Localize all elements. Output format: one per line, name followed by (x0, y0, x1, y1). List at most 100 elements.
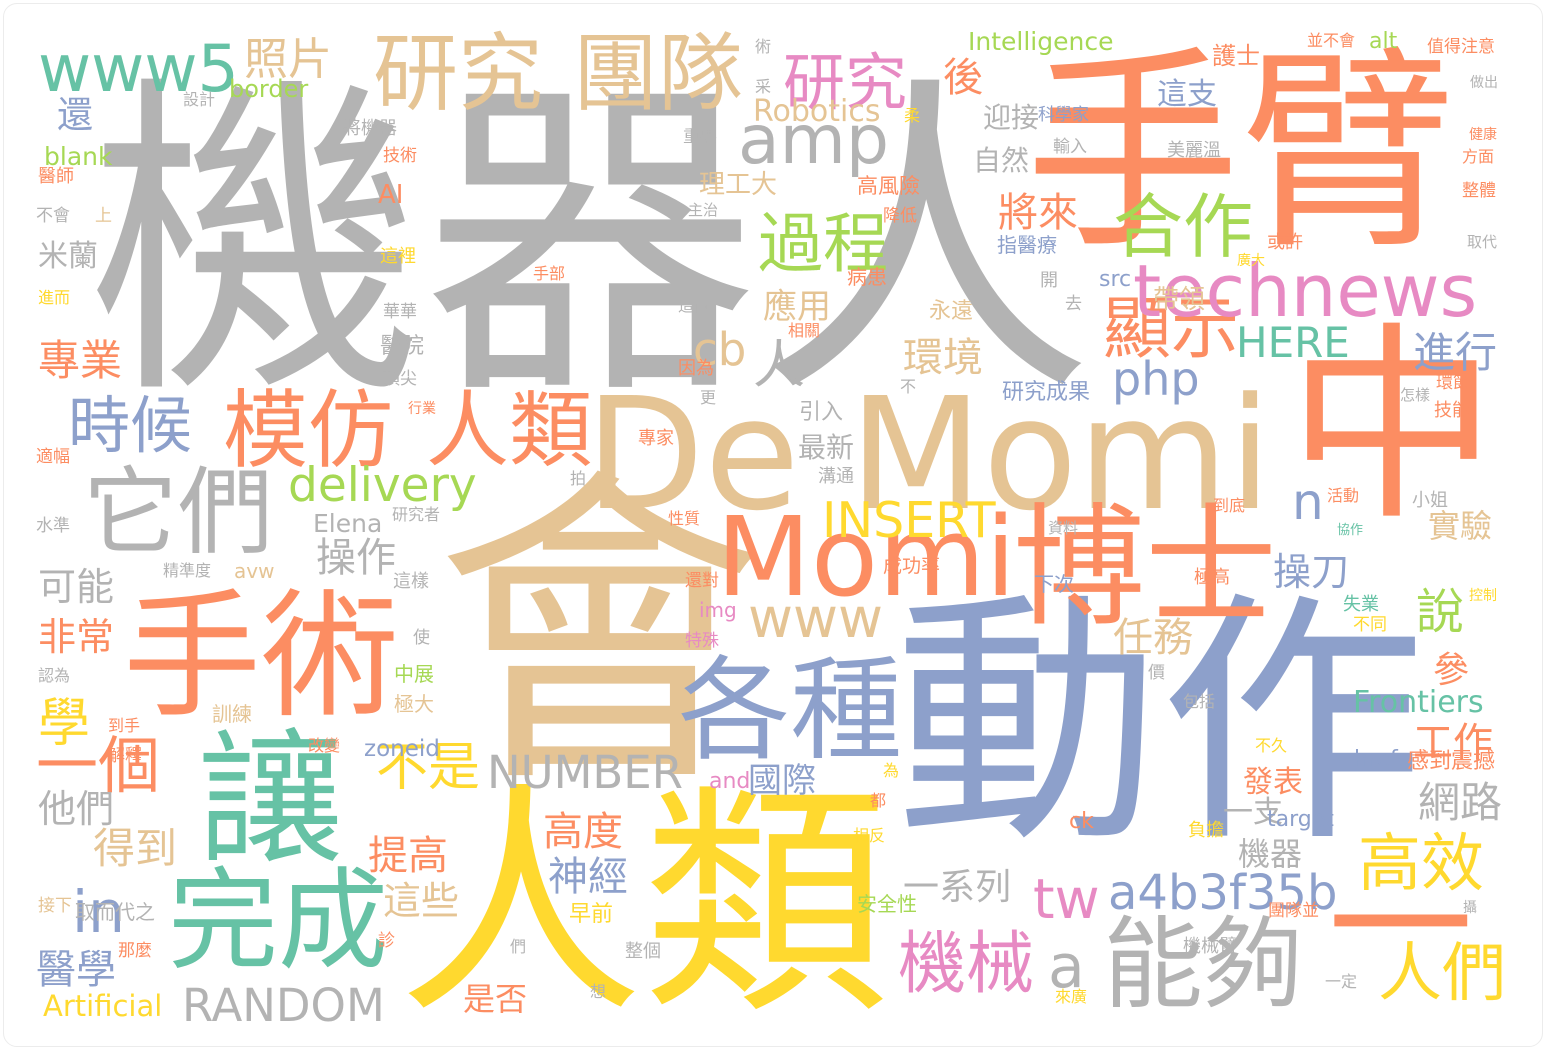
cloud-word: and (709, 769, 751, 794)
cloud-word: 實驗 (1428, 507, 1493, 545)
cloud-word: Frontiers (1353, 685, 1484, 720)
cloud-word: 完成 (168, 857, 388, 985)
cloud-word: 高風險 (857, 174, 920, 198)
cloud-word: 理工大 (699, 170, 778, 200)
cloud-word: 主治 (688, 201, 719, 219)
cloud-word: 非常 (38, 615, 115, 659)
cloud-word: 去 (1065, 294, 1082, 314)
cloud-word: 時候 (68, 389, 193, 462)
cloud-word: 過程 (758, 207, 889, 282)
cloud-word: 為 (883, 761, 900, 780)
cloud-word: 照片 (244, 34, 332, 85)
cloud-word: 早前 (569, 902, 614, 927)
cloud-word: 人們 (1378, 937, 1506, 1011)
cloud-word: 並不會 (1307, 31, 1356, 50)
cloud-word: 包括 (1183, 692, 1216, 711)
cloud-word: delivery (288, 458, 477, 513)
cloud-word: 國際 (748, 761, 816, 801)
cloud-word: 或許 (1267, 232, 1303, 253)
cloud-word: zoneid (364, 736, 440, 762)
cloud-word: 小姐 (1412, 490, 1448, 511)
cloud-word: 一定 (1325, 972, 1358, 991)
cloud-word: 這裡 (380, 246, 416, 267)
cloud-word: 適幅 (36, 447, 70, 467)
cloud-word: Robotics (753, 94, 881, 129)
cloud-word: 機器 (1238, 835, 1303, 873)
cloud-word: 醫師 (38, 166, 74, 187)
cloud-word: 護士 (1212, 42, 1260, 70)
cloud-word: 頂尖 (383, 369, 417, 389)
cloud-word: 說 (1416, 584, 1465, 640)
cloud-word: alt (1369, 29, 1398, 54)
cloud-word: 價 (1148, 663, 1165, 683)
cloud-word: 柔 (904, 106, 921, 125)
cloud-word: 專家 (638, 428, 674, 449)
cloud-word: 健康 (1469, 127, 1497, 143)
cloud-word: 工作 (1413, 720, 1493, 766)
cloud-word: 來廣 (1055, 987, 1088, 1006)
cloud-word: 進行 (1413, 328, 1498, 377)
cloud-word: 迎接 (983, 101, 1040, 134)
cloud-word: 應用 (763, 287, 831, 327)
cloud-word: 操刀 (1273, 550, 1350, 594)
cloud-word: 華華 (383, 302, 417, 322)
cloud-word: 不同 (1353, 615, 1387, 635)
cloud-word: 手臂 (1025, 27, 1455, 278)
cloud-word: 發表 (1243, 765, 1303, 800)
cloud-word: De Momi (585, 364, 1272, 545)
cloud-word: 重要 (683, 127, 717, 147)
cloud-word: 想 (590, 982, 607, 1001)
cloud-word: 病患 (847, 265, 887, 289)
cloud-word: 中展 (394, 662, 434, 686)
cloud-word: 手部 (533, 264, 566, 283)
cloud-word: 指醫療 (997, 233, 1057, 257)
cloud-word: 解釋 (108, 746, 142, 766)
cloud-word: 取而代之 (75, 900, 155, 924)
cloud-word: 設計 (183, 90, 216, 109)
cloud-word: 水準 (36, 516, 70, 536)
cloud-word: 團隊 (573, 25, 744, 124)
cloud-word: amp (738, 101, 890, 180)
cloud-word: 取代 (1467, 233, 1498, 251)
cloud-word: 相關 (788, 321, 821, 340)
cloud-word: 極大 (394, 692, 434, 716)
cloud-word: 診 (378, 931, 395, 951)
cloud-word: 技術 (383, 146, 417, 166)
cloud-word: 手術 (123, 576, 400, 737)
cloud-word: 高度 (543, 809, 623, 855)
cloud-word: border (229, 75, 309, 103)
cloud-word: tw (1033, 867, 1100, 931)
cloud-word: target (1267, 807, 1334, 832)
cloud-word: 將機器 (343, 118, 397, 139)
cloud-word: 術 (755, 37, 772, 56)
cloud-word: 機械 (898, 925, 1035, 1004)
cloud-word: 使 (413, 628, 430, 648)
cloud-word: 到手 (108, 716, 141, 735)
cloud-word: 訓練 (212, 702, 252, 726)
cloud-word: 最新 (798, 431, 855, 464)
cloud-word: 讓 (198, 716, 343, 885)
cloud-word: 學 (38, 694, 91, 754)
cloud-word: 失業 (1343, 594, 1379, 615)
cloud-word: 們 (510, 937, 527, 956)
cloud-word: 這支 (1157, 77, 1217, 112)
cloud-word: 開 (1040, 270, 1058, 291)
cloud-word: 後 (943, 55, 983, 101)
cloud-word: 它們 (83, 458, 274, 568)
cloud-word: HERE (1236, 318, 1350, 367)
cloud-word: 專業 (38, 336, 123, 385)
cloud-word: href (1354, 747, 1398, 772)
cloud-word: 研究 (783, 46, 908, 119)
cloud-word: 不會 (36, 206, 70, 226)
cloud-word: 因為 (678, 358, 714, 379)
cloud-word: 那麼 (118, 941, 152, 961)
cloud-word: 研究者 (392, 505, 441, 524)
cloud-word: 采 (755, 77, 772, 96)
cloud-word: 一系列 (903, 867, 1012, 908)
cloud-word: 是否 (463, 980, 528, 1018)
cloud-word: 資料 (1048, 519, 1079, 537)
cloud-word: 行業 (408, 401, 436, 417)
cloud-word: 極高 (1194, 567, 1230, 588)
cloud-word: Intelligence (968, 27, 1114, 56)
cloud-word: 降低 (883, 206, 917, 226)
